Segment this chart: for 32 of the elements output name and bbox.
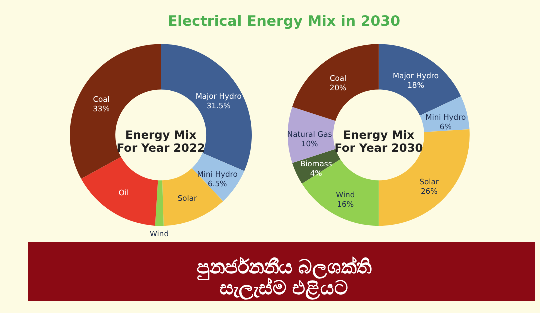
data-label: 4% <box>310 169 322 178</box>
data-label: 6% <box>440 122 452 132</box>
text: Electrical Energy Mix in 2030 <box>168 14 401 30</box>
slice-label: Coal <box>330 74 347 84</box>
data-label: 18% <box>408 81 424 90</box>
text: Energy Mix For Year 2022 <box>116 128 206 156</box>
slice-label: Biomass <box>300 160 332 169</box>
slice-label: Mini Hydro <box>426 112 467 122</box>
slice-label: Major Hydro <box>393 72 440 81</box>
text: Energy Mix For Year 2030 <box>334 128 424 156</box>
slice-label: Solar <box>420 177 440 186</box>
slice-label: Natural Gas <box>287 130 332 140</box>
slice-label: Coal <box>93 94 110 104</box>
donut-slice <box>155 180 164 226</box>
data-label: 16% <box>337 200 354 210</box>
data-label: 33% <box>93 104 110 114</box>
data-label: 6.5% <box>208 179 228 188</box>
data-label: 26% <box>420 186 438 196</box>
data-label: 31.5% <box>206 102 231 111</box>
donut-slice <box>81 157 158 226</box>
slice-label: Wind <box>150 230 170 239</box>
slice-label: Wind <box>336 190 356 200</box>
data-label: 10% <box>301 140 318 149</box>
text: පුනර්ජනනීය බලශක්ති සැලැස්ම එළියට <box>197 256 372 300</box>
donut-slice <box>292 44 379 122</box>
donut-slice <box>378 44 462 116</box>
data-label: 20% <box>330 84 347 93</box>
donut-slice <box>302 160 379 226</box>
slice-label: Solar <box>178 194 198 203</box>
slice-label: Mini Hydro <box>197 170 238 179</box>
slice-label: Major Hydro <box>196 92 242 102</box>
slice-label: Oil <box>118 188 130 198</box>
